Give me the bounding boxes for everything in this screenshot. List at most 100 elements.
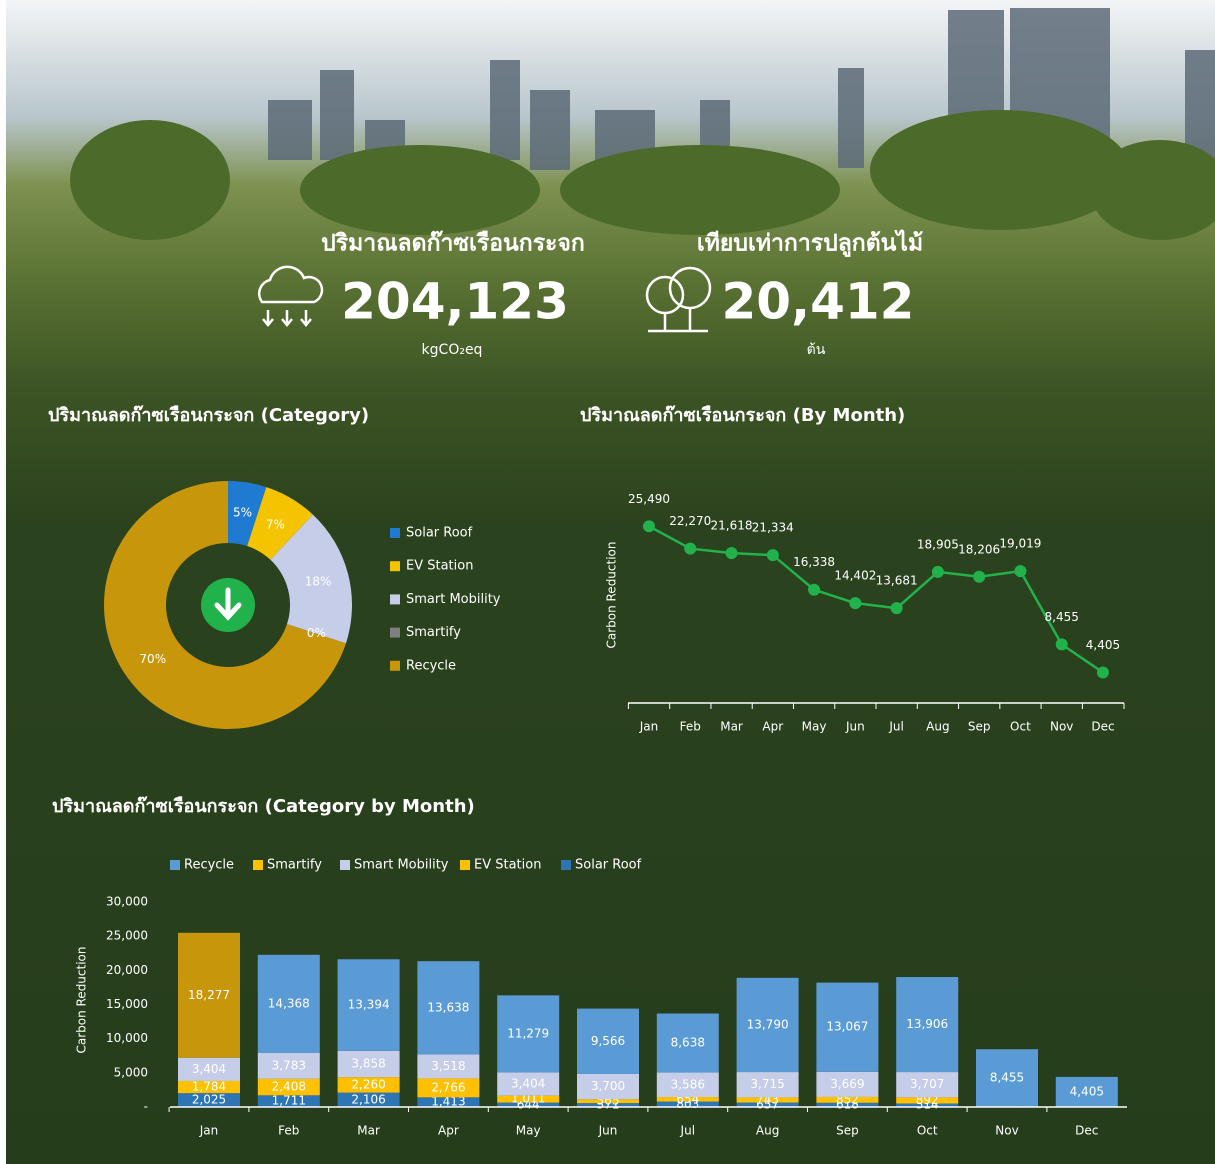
point (643, 520, 655, 533)
bar-segment (417, 961, 480, 1055)
x-tick-label: Mar (720, 720, 743, 734)
donut-slice (228, 481, 267, 547)
x-tick-label: Mar (357, 1124, 380, 1138)
x-tick-label: Sep (836, 1124, 859, 1138)
x-tick-label: Jun (845, 720, 865, 734)
x-tick-label: Nov (1050, 720, 1073, 734)
bar-segment (736, 977, 799, 1073)
bar-segment (577, 1103, 639, 1107)
data-label: 3,715 (750, 1077, 784, 1091)
x-tick-label: Apr (762, 720, 783, 734)
bar-segment (896, 1103, 959, 1107)
x-tick-label: Jun (598, 1124, 618, 1138)
data-label: 3,707 (910, 1077, 944, 1091)
legend-swatch (390, 627, 400, 638)
data-label: 11,279 (507, 1026, 549, 1040)
legend-swatch (390, 660, 400, 671)
legend-swatch (460, 860, 470, 870)
x-tick-label: Aug (756, 1124, 779, 1138)
data-label: 13,790 (747, 1017, 789, 1031)
x-tick-label: May (802, 720, 827, 734)
bar-segment (816, 1071, 879, 1097)
bar-segment (736, 1097, 799, 1103)
data-label: 1,711 (272, 1094, 306, 1108)
data-label: 3,404 (511, 1077, 545, 1091)
data-label: 18,905 (917, 537, 959, 551)
legend-label: Smartify (267, 858, 322, 873)
co2-icon (257, 265, 324, 327)
y-tick-label: - (144, 1100, 148, 1114)
kpi-label: ปริมาณลดก๊าซเรือนกระจก (321, 230, 585, 257)
point (973, 570, 986, 583)
tree-icon (645, 266, 712, 333)
bar-segment (417, 1078, 480, 1098)
chart-title: ปริมาณลดก๊าซเรือนกระจก (By Month) (580, 405, 905, 426)
data-label: 2,025 (192, 1093, 226, 1107)
data-label: 3,858 (351, 1056, 385, 1070)
bar-segment (577, 1073, 639, 1100)
point (1096, 666, 1109, 679)
kpi-label: เทียบเท่าการปลูกต้นไม้ (697, 229, 923, 258)
data-label: 4,405 (1070, 1084, 1104, 1098)
data-label: 3,700 (591, 1079, 625, 1093)
x-tick-label: May (516, 1124, 541, 1138)
bar-segment (736, 1102, 799, 1107)
legend-label: EV Station (474, 858, 541, 873)
legend-swatch (390, 594, 400, 605)
legend-label: EV Station (406, 559, 473, 574)
bar-segment (976, 1049, 1038, 1107)
x-tick-label: Jul (888, 720, 903, 734)
point (766, 549, 779, 562)
y-tick-label: 25,000 (106, 929, 148, 943)
x-tick-label: Oct (1010, 720, 1031, 734)
x-tick-label: Feb (278, 1124, 299, 1138)
data-label: 2,408 (272, 1080, 306, 1094)
bar-segment (816, 1096, 879, 1103)
donut-slice (270, 514, 352, 644)
kpi-unit: kgCO₂eq (422, 342, 483, 358)
legend-swatch (170, 860, 180, 870)
data-label: 8,638 (671, 1036, 705, 1050)
data-label: 2,260 (351, 1077, 385, 1091)
donut-slice (103, 481, 346, 729)
data-label: 3,404 (192, 1062, 226, 1076)
data-label: 14,368 (268, 996, 310, 1010)
x-tick-label: Dec (1075, 1124, 1098, 1138)
data-label: 8,455 (1045, 610, 1079, 624)
data-label: 13,638 (427, 1000, 469, 1014)
data-label: 9,566 (591, 1034, 625, 1048)
data-label: 13,067 (826, 1020, 868, 1034)
bar-segment (257, 1095, 320, 1107)
bar-segment (497, 995, 560, 1073)
x-tick-label: Sep (968, 720, 991, 734)
bar-segment (257, 1053, 320, 1079)
donut-slice (247, 487, 313, 560)
x-tick-label: Jul (680, 1124, 695, 1138)
y-axis-label: Carbon Reduction (75, 946, 89, 1053)
bar-segment (1055, 1076, 1118, 1107)
data-label: 21,334 (752, 521, 794, 535)
data-label: 22,270 (669, 514, 711, 528)
legend-swatch (390, 561, 400, 572)
arrow-icon (214, 587, 242, 621)
data-label: 21,618 (711, 519, 753, 533)
chart-title: ปริมาณลดก๊าซเรือนกระจก (Category by Mont… (52, 796, 475, 817)
x-tick-label: Jan (199, 1124, 219, 1138)
bar-segment (257, 954, 320, 1054)
data-label: 1,413 (431, 1095, 465, 1109)
bar-segment (577, 1099, 639, 1104)
bar-segment (417, 1097, 480, 1107)
bar-segment (337, 1050, 400, 1078)
point (684, 542, 697, 555)
bar-segment (257, 1078, 320, 1096)
bar-segment (816, 982, 879, 1072)
bar-segment (497, 1102, 560, 1107)
data-label: 3,586 (671, 1077, 705, 1091)
slice-label: 5% (233, 506, 252, 520)
data-label: 19,019 (999, 537, 1041, 551)
bar-segment (896, 977, 959, 1073)
data-label: 3,669 (830, 1077, 864, 1091)
legend-label: Smartify (406, 625, 461, 640)
legend-label: Recycle (184, 858, 234, 873)
bar-segment (656, 1013, 719, 1073)
